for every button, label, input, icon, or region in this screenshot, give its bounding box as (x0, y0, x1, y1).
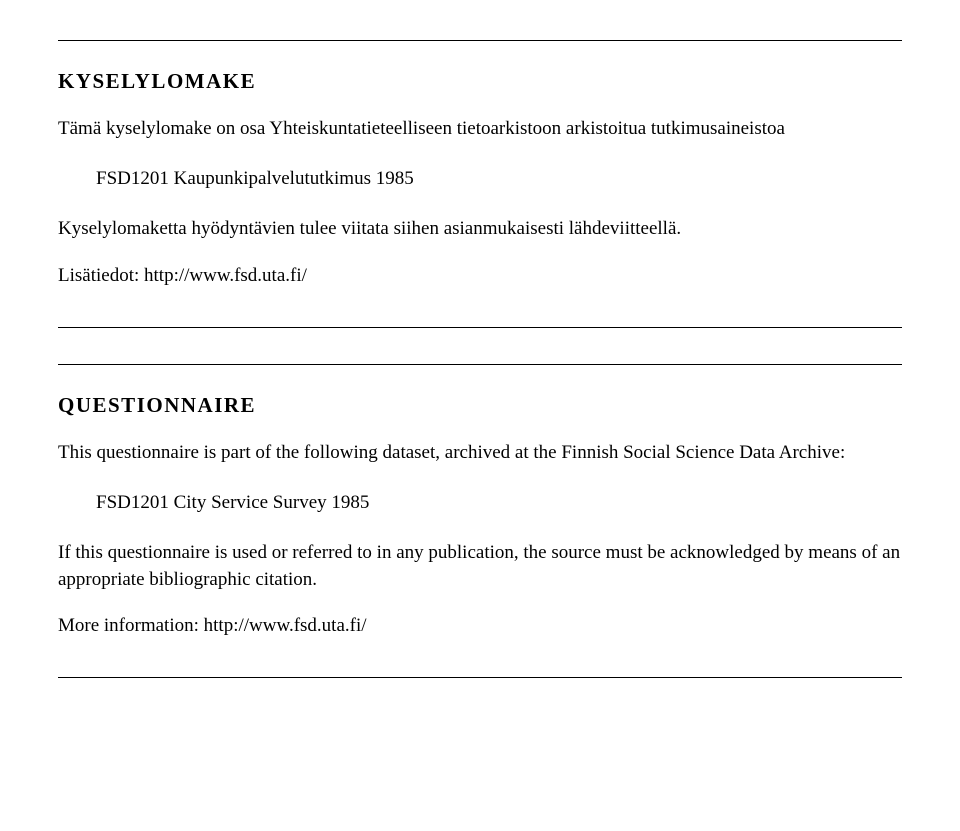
section-finnish: KYSELYLOMAKE Tämä kyselylomake on osa Yh… (58, 69, 902, 289)
citation-note-en: If this questionnaire is used or referre… (58, 540, 902, 592)
dataset-title-fi: FSD1201 Kaupunkipalvelututkimus 1985 (96, 166, 902, 192)
citation-note-fi: Kyselylomaketta hyödyntävien tulee viita… (58, 216, 902, 242)
mid-rule-2 (58, 364, 902, 365)
heading-kyselylomake: KYSELYLOMAKE (58, 69, 902, 94)
moreinfo-fi: Lisätiedot: http://www.fsd.uta.fi/ (58, 263, 902, 289)
bottom-rule (58, 677, 902, 678)
heading-questionnaire: QUESTIONNAIRE (58, 393, 902, 418)
section-english: QUESTIONNAIRE This questionnaire is part… (58, 393, 902, 639)
intro-text-fi: Tämä kyselylomake on osa Yhteiskuntatiet… (58, 116, 902, 142)
dataset-title-en: FSD1201 City Service Survey 1985 (96, 490, 902, 516)
top-rule (58, 40, 902, 41)
moreinfo-en: More information: http://www.fsd.uta.fi/ (58, 613, 902, 639)
intro-text-en: This questionnaire is part of the follow… (58, 440, 902, 466)
